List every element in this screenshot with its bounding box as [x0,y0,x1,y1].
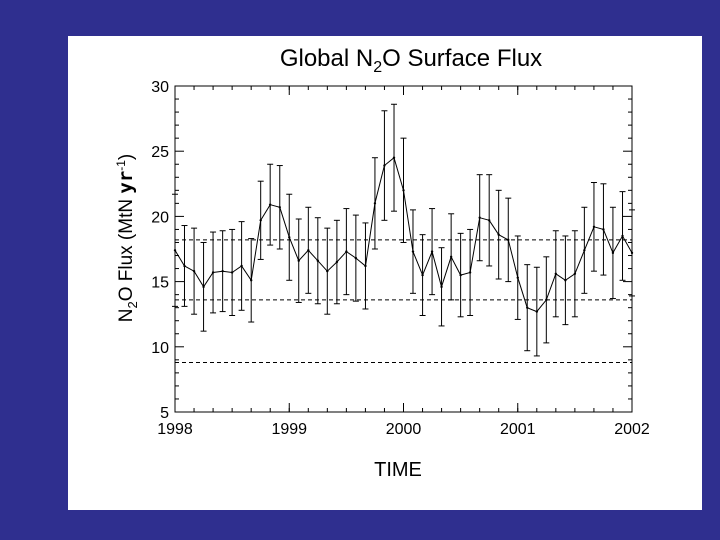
chart-title-prefix: Global N [280,45,373,72]
data-point [554,272,557,275]
y-tick-label: 15 [151,275,169,292]
y-axis-label: N2O Flux (MtN yr-1) [114,154,140,323]
x-tick-label: 2001 [500,421,536,438]
plot-frame [174,85,633,413]
data-point [430,250,434,253]
data-point [573,272,577,275]
data-point [630,251,634,255]
chart-panel: Global N2O Surface Flux N2O Flux (MtN yr… [68,36,702,510]
y-axis-label-b: O Flux (MtN [116,194,137,302]
data-point [221,269,224,273]
data-point [545,298,548,302]
x-tick-label: 2002 [614,421,650,438]
data-point [240,264,243,268]
x-tick-label: 1998 [157,421,193,438]
data-point [440,285,443,289]
data-point [211,271,215,274]
chart-title-suffix: O Surface Flux [382,45,542,72]
y-tick-label: 10 [151,340,169,357]
data-point [421,273,424,277]
chart-svg: Global N2O Surface Flux N2O Flux (MtN yr… [114,45,650,481]
data-point [316,259,320,262]
data-point [335,260,339,264]
y-axis-label-d: ) [116,154,137,160]
svg-text:Global N2O Surface Flux: Global N2O Surface Flux [280,45,542,76]
svg-text:N2O Flux (MtN yr-1): N2O Flux (MtN yr-1) [114,154,140,323]
data-point [250,279,253,282]
data-point [373,202,377,205]
data-point [183,264,186,268]
chart-title: Global N2O Surface Flux [280,45,542,76]
data-point [297,259,300,262]
data-point [487,219,491,222]
data-point [278,206,281,209]
y-axis-label-c: yr [115,171,137,194]
data-point [611,251,615,255]
data-point [288,236,291,239]
data-point [507,238,510,242]
data-point [526,306,529,309]
data-point [392,156,396,159]
data-point [468,271,472,274]
data-point [230,271,234,274]
y-tick-label: 5 [160,405,169,422]
data-point [202,285,205,289]
data-point [192,269,196,273]
data-point [307,249,310,252]
y-tick-label: 30 [151,79,169,96]
data-point [583,249,586,252]
data-point [602,228,605,231]
data-point [402,189,405,192]
data-point [364,264,367,268]
x-tick-label: 1999 [271,421,307,438]
data-point [345,250,348,253]
data-point [621,234,624,238]
data-point [411,250,415,253]
y-axis-label-sub: 2 [125,301,140,308]
data-point [354,256,358,260]
data-point [564,279,567,282]
data-point [383,164,386,167]
y-axis-label-sup: -1 [114,160,128,171]
y-tick-label: 20 [151,209,169,226]
chart-title-subscript: 2 [373,59,382,76]
y-axis-label-a: N [116,309,137,323]
data-point [535,310,539,313]
x-tick-label: 2000 [386,421,422,438]
data-point [173,249,177,252]
y-tick-label: 25 [151,144,169,161]
data-point [478,216,481,219]
data-point [326,269,329,273]
data-point [592,225,596,229]
plot-area: 5 10 15 20 25 30 1998 1999 2000 2001 2002 [151,79,650,438]
data-point [268,203,272,206]
x-axis-label: TIME [374,459,422,481]
data-point [516,276,519,279]
data-point [459,273,462,277]
data-point [497,233,500,236]
data-point [449,255,453,259]
data-point [259,219,262,222]
